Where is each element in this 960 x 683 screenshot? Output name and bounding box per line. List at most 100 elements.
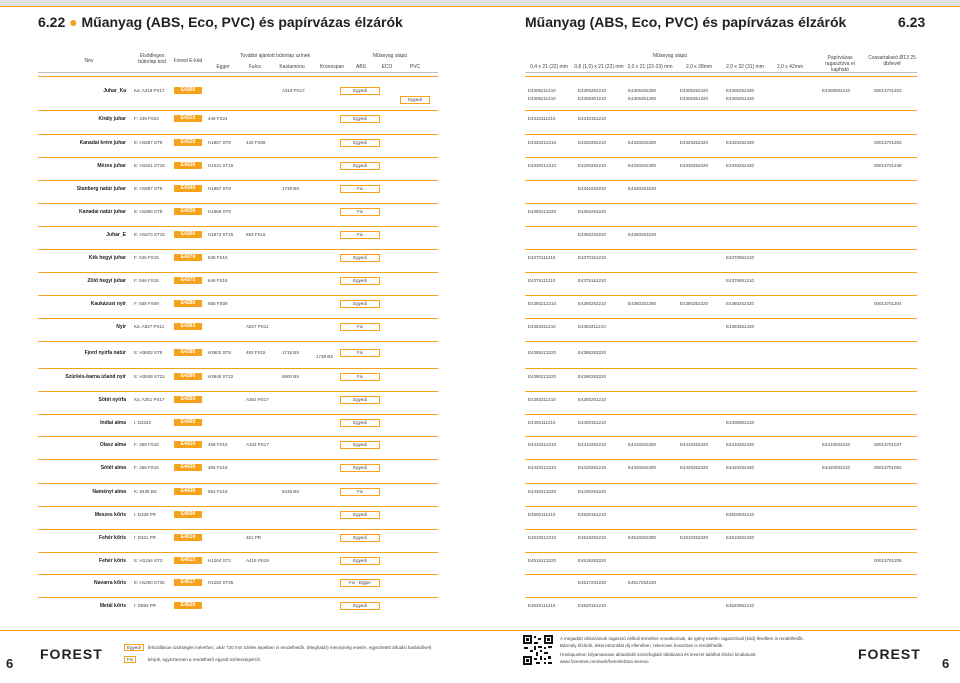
row-divider (38, 341, 438, 342)
product-name: Király juhar (98, 116, 126, 122)
edge-type-badge: Egyedi (340, 115, 380, 123)
article-number: E4383351420 (726, 324, 755, 329)
article-number: E4500111210 (528, 512, 556, 517)
edge-type-badge: Egyedi (340, 602, 380, 610)
paper-article-number: E4420932210 (822, 465, 851, 470)
primary-board-code: F: 449 FS24 (134, 116, 159, 121)
forest-e-code: E4515 (174, 557, 202, 564)
primary-board-code: E: H1873 ST15 (134, 232, 165, 237)
product-name: Nyír (116, 324, 126, 330)
product-name: Kanadai natúr juhar (79, 209, 126, 215)
edge-type-badge: Egyedi (340, 162, 380, 170)
col-tovabbi: További ajánlott bútorlap színek (239, 53, 311, 59)
article-number: E4430253220 (578, 489, 607, 494)
falco-color: A351 PS17 (246, 397, 269, 402)
article-number: E4375111210 (528, 278, 556, 283)
edge-type-badge: Fix - Egger (340, 579, 380, 587)
falco-color: 440 FS08 (246, 140, 266, 145)
primary-board-code: F: 466 FS15 (134, 465, 159, 470)
article-number: E4430213220 (528, 489, 557, 494)
article-number: E4500932210 (726, 512, 755, 517)
egger-color: 552 FS15 (208, 489, 228, 494)
right-page-number: 6.23 (898, 14, 926, 30)
article-number: E4375151210 (578, 278, 607, 283)
row-divider (525, 249, 917, 250)
article-number: E4305252210 (578, 88, 607, 93)
qr-code-icon[interactable] (522, 634, 554, 666)
falco-color: A415 PS19 (246, 558, 269, 563)
article-number: E4400111210 (528, 420, 556, 425)
col-csavartakaro: Csavartakaró Ø13 25 db/levél (868, 55, 916, 67)
product-name: Kék hegyi juhar (88, 255, 126, 261)
article-number: E4370151210 (578, 255, 607, 260)
footer-url[interactable]: www.forestnet.com/web/forest/elzaro-kere… (560, 659, 649, 664)
row-divider (525, 203, 917, 204)
kastamonu-color: 1715 BS (282, 350, 300, 355)
falco-color: 321 PR (246, 535, 262, 540)
header-divider-left (38, 72, 438, 73)
row-divider (525, 272, 917, 273)
title-bullet-icon: ● (69, 14, 78, 30)
row-divider (525, 459, 917, 460)
edge-type-badge: Egyedi (340, 557, 380, 565)
article-number: E4383311210 (528, 324, 556, 329)
col-c4: 2,0 x 28mm (685, 64, 713, 70)
article-number: E4385213220 (528, 350, 557, 355)
article-number: E4420252420 (726, 465, 755, 470)
product-name: Fjord nyírfa natúr (84, 350, 126, 356)
article-number: E4520111210 (528, 603, 556, 608)
forest-e-code: E4383 (174, 323, 202, 330)
header-accent-line (0, 6, 960, 7)
article-number: E4420252320 (680, 465, 709, 470)
row-divider (38, 414, 438, 415)
header-divider-right (525, 72, 917, 73)
row-divider (525, 574, 917, 575)
product-name: Olasz alma (99, 442, 126, 448)
row-divider (525, 157, 917, 158)
primary-board-code: I: D321 PR (134, 535, 157, 540)
forest-e-code: E4330 (174, 162, 202, 169)
row-divider (525, 226, 917, 227)
falco-color: A827 PS11 (246, 324, 269, 329)
legend-egyedi-text: felszállásos szükséglet mérethez, akár 7… (148, 645, 432, 650)
article-number: E4380252320 (680, 301, 709, 306)
edge-type-badge: Fix (340, 488, 380, 496)
article-number: E4380252280 (628, 301, 657, 306)
primary-board-code: E: H1521 ST15 (134, 163, 165, 168)
forest-e-code: E4510 (174, 534, 202, 541)
article-number: E4517254230 (628, 580, 657, 585)
row-divider (525, 391, 917, 392)
edge-type-badge: Egyedi (340, 254, 380, 262)
article-number: E4305351420 (726, 96, 755, 101)
primary-board-code: F: 645 FS15 (134, 255, 159, 260)
product-name: Kanadai krém juhar (79, 140, 126, 146)
row-divider (525, 483, 917, 484)
article-number: E4305252420 (726, 88, 755, 93)
col-egger: Egger (216, 64, 230, 70)
col-muanyag-right: Műanyag alapú (652, 53, 688, 59)
row-divider (38, 180, 438, 181)
row-divider (525, 506, 917, 507)
article-number: E4305252280 (628, 88, 657, 93)
article-number: E4393311210 (528, 397, 556, 402)
egger-color: 645 FS15 (208, 255, 228, 260)
row-divider (525, 110, 917, 111)
egger-color: H1873 ST15 (208, 232, 234, 237)
forest-logo-right: FOREST (858, 646, 921, 662)
falco-color: A332 PS17 (246, 442, 269, 447)
edge-type-badge: Fix (340, 323, 380, 331)
col-forest-ekod: Forest E-kód (173, 58, 203, 64)
cover-article-number: 000137012​48 (874, 163, 902, 168)
edge-type-badge: Egyedi (340, 300, 380, 308)
row-divider (38, 552, 438, 553)
egger-color: 468 FS15 (208, 442, 228, 447)
article-number: E4320252320 (680, 140, 709, 145)
article-number: E4400951210 (726, 420, 755, 425)
col-c5: 2,0 x 32 (31) mm (726, 64, 764, 70)
page-header: 6.22 ● Műanyag (ABS, Eco, PVC) és papírv… (0, 0, 960, 36)
primary-board-code: I: D339 PR (134, 512, 157, 517)
right-title-text: Műanyag (ABS, Eco, PVC) és papírvázas él… (525, 14, 847, 30)
footer-line (0, 630, 960, 631)
primary-board-code: E: H1887 ST9 (134, 186, 163, 191)
forest-e-code: E4305 (174, 87, 202, 94)
